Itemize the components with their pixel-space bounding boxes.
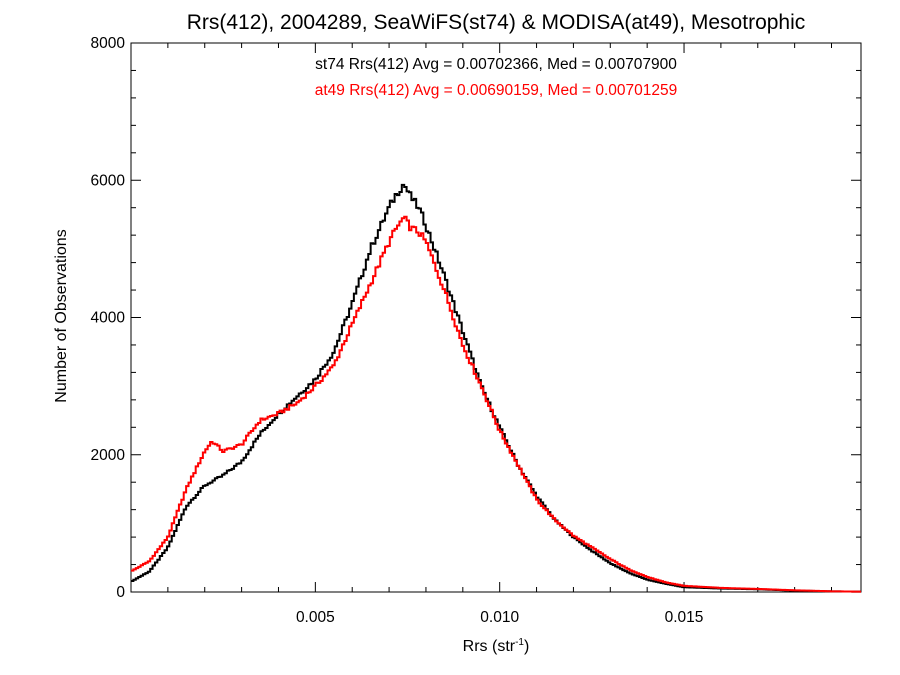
annotation-st74: st74 Rrs(412) Avg = 0.00702366, Med = 0.… <box>315 56 677 73</box>
x-axis-label: Rrs (str-1) <box>463 637 530 655</box>
series-line-at49 <box>131 215 861 593</box>
y-tick-label: 0 <box>116 584 125 601</box>
y-tick-label: 6000 <box>91 172 126 189</box>
series-line-st74 <box>131 183 861 593</box>
y-axis-label: Number of Observations <box>53 229 70 402</box>
x-tick-label: 0.015 <box>665 609 704 626</box>
plot-frame <box>130 42 862 593</box>
plot-area: 0 2000 4000 6000 8000 0.005 0.010 0.015 <box>91 35 862 626</box>
chart-title: Rrs(412), 2004289, SeaWiFS(st74) & MODIS… <box>187 11 806 34</box>
y-tick-label: 4000 <box>91 310 126 327</box>
y-tick-label: 2000 <box>91 447 126 464</box>
annotation-at49: at49 Rrs(412) Avg = 0.00690159, Med = 0.… <box>315 82 678 99</box>
x-tick-label: 0.005 <box>296 609 335 626</box>
y-tick-label: 8000 <box>91 35 126 52</box>
x-tick-label: 0.010 <box>480 609 519 626</box>
